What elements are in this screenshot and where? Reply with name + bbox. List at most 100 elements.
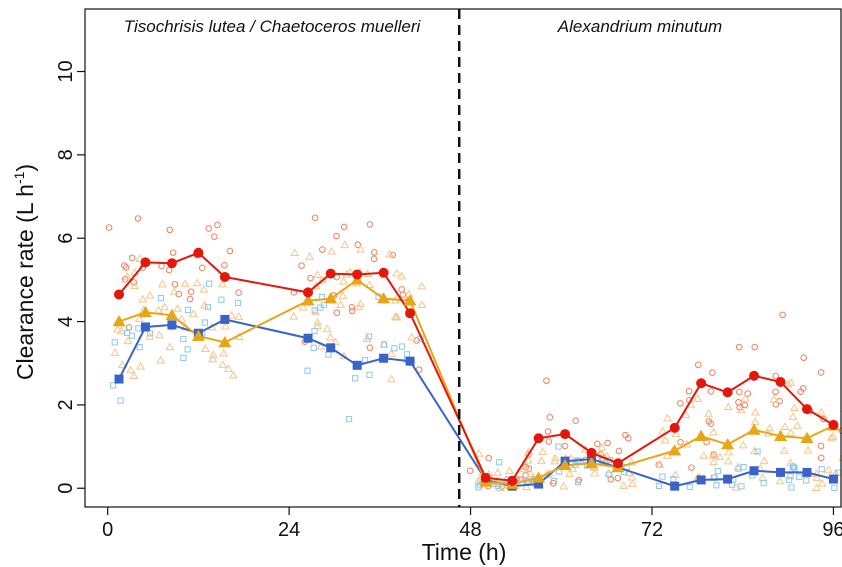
raw-point xyxy=(812,469,822,477)
raw-point xyxy=(322,324,332,333)
mean-point-triangle xyxy=(668,444,682,456)
mean-point-circle xyxy=(749,370,760,381)
raw-point xyxy=(791,465,798,472)
raw-point xyxy=(544,428,552,435)
raw-point xyxy=(750,417,760,425)
raw-point xyxy=(662,413,672,422)
mean-point-circle xyxy=(586,447,597,458)
raw-point xyxy=(227,310,237,319)
raw-point xyxy=(606,471,613,478)
mean-point-triangle xyxy=(191,329,205,341)
raw-point xyxy=(536,456,546,465)
mean-point-triangle xyxy=(138,305,152,318)
mean-point-square xyxy=(749,466,759,476)
mean-point-square xyxy=(670,481,680,491)
raw-point xyxy=(362,334,372,343)
raw-point xyxy=(184,306,192,313)
raw-point xyxy=(122,272,132,280)
raw-point xyxy=(792,421,802,429)
raw-point xyxy=(704,408,714,417)
raw-point xyxy=(474,448,484,457)
raw-point xyxy=(818,466,825,473)
raw-point xyxy=(157,279,167,288)
raw-point xyxy=(714,468,721,475)
mean-point-circle xyxy=(193,247,204,258)
raw-point xyxy=(348,304,356,311)
raw-point xyxy=(404,289,414,298)
mean-points xyxy=(112,247,840,491)
raw-point xyxy=(223,364,233,372)
raw-point xyxy=(555,443,562,450)
raw-point xyxy=(145,290,155,299)
raw-point xyxy=(750,407,760,416)
raw-point xyxy=(403,351,411,358)
raw-point xyxy=(677,438,684,446)
raw-point xyxy=(110,348,120,356)
x-tick-label: 72 xyxy=(641,519,663,541)
raw-point xyxy=(723,456,733,465)
raw-point xyxy=(417,281,427,290)
raw-point xyxy=(413,337,421,344)
raw-point xyxy=(736,405,746,413)
raw-point xyxy=(128,254,136,262)
mean-point-circle xyxy=(219,271,230,282)
raw-point xyxy=(205,225,213,232)
raw-point xyxy=(348,307,356,315)
raw-point xyxy=(607,476,615,483)
raw-point xyxy=(824,465,833,474)
raw-point xyxy=(659,473,666,480)
raw-point xyxy=(217,279,227,288)
raw-point xyxy=(796,473,803,480)
x-axis-title: Time (h) xyxy=(422,539,507,565)
raw-point xyxy=(352,375,359,382)
mean-point-square xyxy=(776,467,786,477)
raw-point xyxy=(597,442,607,451)
raw-point xyxy=(817,454,825,462)
raw-point xyxy=(109,382,117,389)
raw-point xyxy=(310,344,317,351)
raw-point xyxy=(485,454,493,462)
raw-point xyxy=(709,457,719,466)
mean-point-circle xyxy=(612,458,623,469)
mean-point-square xyxy=(326,343,336,353)
mean-point-circle xyxy=(828,419,839,430)
raw-point xyxy=(466,467,474,475)
raw-point xyxy=(789,403,799,412)
mean-point-circle xyxy=(378,267,389,278)
raw-point xyxy=(136,343,143,351)
mean-point-circle xyxy=(352,269,363,280)
raw-point xyxy=(138,294,148,303)
raw-point xyxy=(226,247,234,255)
raw-point xyxy=(366,371,373,378)
y-tick-label: 10 xyxy=(55,60,77,82)
raw-point xyxy=(200,344,210,353)
raw-point xyxy=(354,241,362,249)
raw-point xyxy=(786,428,796,436)
raw-point xyxy=(184,346,191,353)
raw-point xyxy=(311,214,319,222)
raw-point xyxy=(685,387,693,395)
raw-point xyxy=(523,455,533,464)
raw-point xyxy=(317,304,324,311)
raw-point xyxy=(677,400,684,407)
raw-point xyxy=(559,481,569,490)
raw-point xyxy=(615,447,623,455)
mean-point-triangle xyxy=(324,292,338,304)
raw-point xyxy=(604,439,611,447)
mean-point-circle xyxy=(405,308,416,319)
raw-point xyxy=(786,476,793,484)
mean-point-square xyxy=(828,474,838,484)
raw-point xyxy=(816,407,826,416)
raw-point xyxy=(135,325,142,332)
raw-point xyxy=(156,355,166,364)
raw-point xyxy=(192,278,202,287)
raw-point xyxy=(760,479,767,487)
raw-point xyxy=(803,477,810,484)
raw-point xyxy=(129,332,136,339)
raw-point xyxy=(575,476,583,484)
mean-point-circle xyxy=(325,268,336,279)
mean-point-triangle xyxy=(377,292,391,304)
raw-point xyxy=(327,246,337,255)
raw-point xyxy=(126,365,136,374)
